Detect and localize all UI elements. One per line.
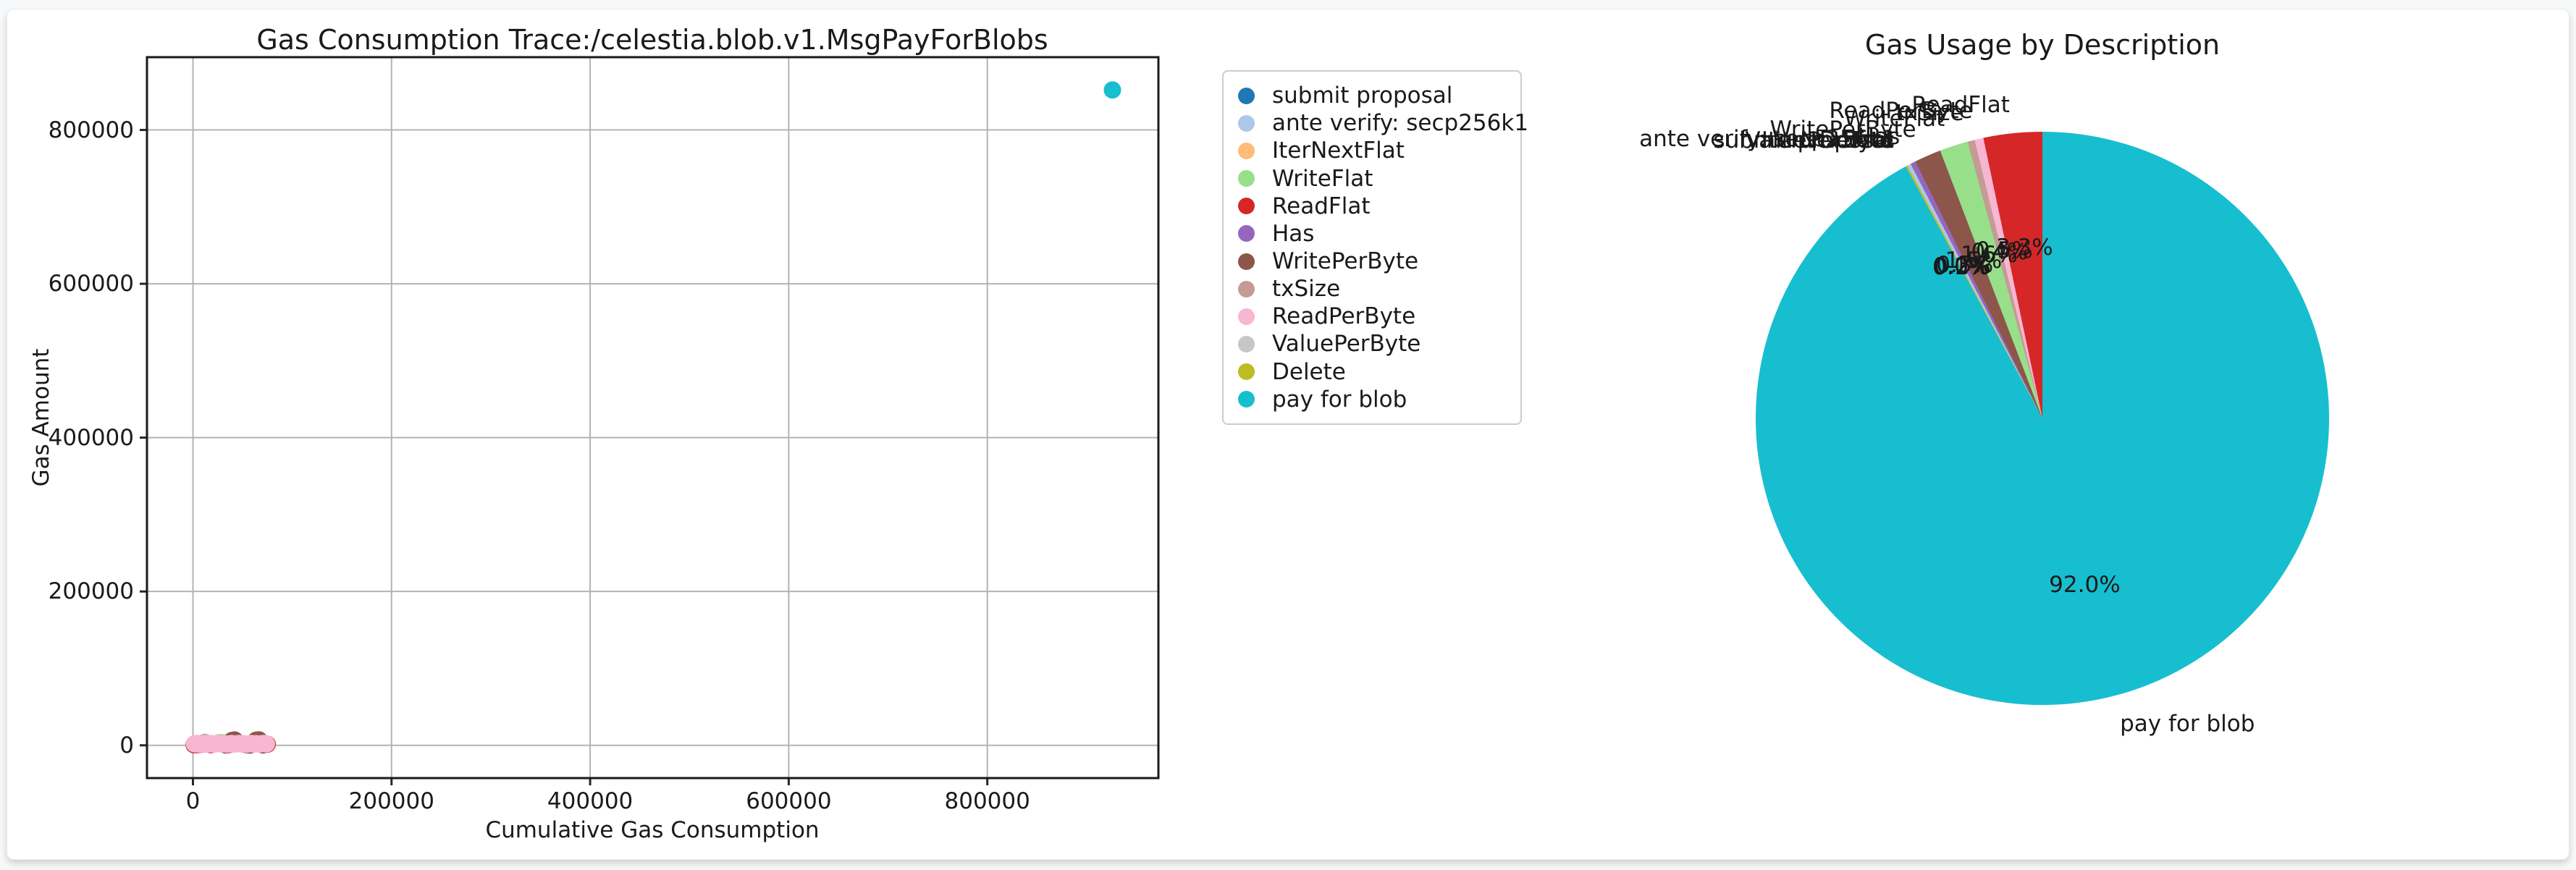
pie-slice-pct: 0.1%	[1932, 253, 1990, 280]
legend-marker-icon	[1238, 87, 1255, 104]
plot-spines	[146, 56, 1160, 780]
legend-marker-icon	[1238, 363, 1255, 381]
legend-item-label: txSize	[1272, 276, 1341, 303]
y-tick-label: 200000	[48, 578, 134, 605]
scatter-point	[258, 735, 275, 753]
legend-marker-icon	[1238, 114, 1255, 132]
pie-slice-label: IterNextFlat	[1761, 127, 1894, 153]
legend-item: txSize	[1238, 276, 1506, 302]
pie-slice-pct: 0.0%	[1932, 253, 1990, 280]
legend-marker-icon	[1238, 280, 1255, 297]
pie-slice-pct: 0.0%	[1932, 253, 1990, 280]
legend-item: WritePerByte	[1238, 248, 1506, 274]
pie-slice-pct: 0.2%	[1933, 253, 1991, 279]
legend-item-label: ReadFlat	[1272, 193, 1371, 219]
legend-item-label: ValuePerByte	[1272, 331, 1421, 358]
pie-slice-label: ante verify: secp256k1	[1639, 126, 1896, 153]
pie-title: Gas Usage by Description	[1864, 29, 2221, 61]
x-tick-label: 800000	[944, 788, 1030, 814]
pie-slice-label: submit proposal	[1713, 127, 1894, 153]
x-tick-label: 200000	[348, 788, 434, 814]
pie-slice-pct: 0.4%	[1971, 238, 2029, 265]
legend-item: submit proposal	[1238, 83, 1506, 109]
legend-item-label: submit proposal	[1272, 83, 1453, 109]
legend-item: Has	[1238, 221, 1506, 247]
pie-slice-pct: 0.3%	[1936, 252, 1994, 278]
legend-item-label: WritePerByte	[1272, 248, 1419, 275]
x-tick-label: 0	[185, 788, 201, 814]
legend-item-label: IterNextFlat	[1272, 138, 1405, 164]
pie-slice-label: Has	[1857, 124, 1901, 151]
legend-marker-icon	[1238, 253, 1255, 270]
legend-item: IterNextFlat	[1238, 138, 1506, 164]
legend-item: Delete	[1238, 359, 1506, 385]
legend-item: ReadFlat	[1238, 193, 1506, 219]
legend-item-label: ReadPerByte	[1272, 303, 1416, 330]
pie-slice-label: txSize	[1895, 100, 1964, 127]
pie-slice-pct: 0.0%	[1932, 253, 1990, 280]
pie-slice-pct: 1.5%	[1945, 248, 2003, 274]
legend-marker-icon	[1238, 142, 1255, 159]
legend-item-label: ante verify: secp256k1	[1272, 110, 1529, 137]
legend: submit proposal ante verify: secp256k1 Ite…	[1222, 70, 1528, 425]
legend-marker-icon	[1238, 335, 1255, 352]
legend-marker-icon	[1238, 198, 1255, 215]
legend-item-label: Has	[1272, 220, 1315, 247]
pie-slice-label: Delete	[1819, 127, 1893, 154]
scatter-title: Gas Consumption Trace:/celestia.blob.v1.…	[256, 24, 1048, 56]
pie-slice-label: ValuePerByte	[1745, 127, 1894, 153]
x-axis-label: Cumulative Gas Consumption	[485, 817, 820, 843]
y-tick-label: 800000	[48, 117, 134, 143]
pie-slice-pct: 1.6%	[1961, 242, 2018, 269]
legend-marker-icon	[1238, 225, 1255, 242]
legend-item: WriteFlat	[1238, 166, 1506, 192]
legend-item: pay for blob	[1238, 387, 1506, 413]
x-tick-label: 400000	[547, 788, 634, 814]
pie-slice-label: ReadFlat	[1911, 91, 2010, 118]
legend-item-label: Delete	[1272, 358, 1346, 385]
pie-slice-pct: 3.3%	[1995, 234, 2053, 261]
y-tick-label: 600000	[48, 271, 134, 297]
pie-slice-pct: 92.0%	[2049, 572, 2121, 599]
pie-slice-label: WritePerByte	[1769, 116, 1916, 143]
legend-item-label: pay for blob	[1272, 386, 1407, 413]
legend-marker-icon	[1238, 308, 1255, 325]
pie-slice-pct: 0.5%	[1975, 237, 2033, 264]
y-tick-label: 0	[119, 732, 134, 759]
y-axis-label: Gas Amount	[28, 348, 54, 487]
legend-item: ValuePerByte	[1238, 331, 1506, 357]
pie-slice-label: WriteFlat	[1843, 105, 1945, 132]
legend-marker-icon	[1238, 391, 1255, 408]
y-tick-label: 400000	[48, 424, 134, 451]
legend-item: ante verify: secp256k1	[1238, 110, 1528, 136]
pie-slice-label: ReadPerByte	[1829, 98, 1973, 124]
pie-chart	[1756, 132, 2329, 705]
legend-item: ReadPerByte	[1238, 303, 1506, 329]
scatter-point	[1103, 81, 1121, 99]
legend-item-label: WriteFlat	[1272, 165, 1373, 192]
x-tick-label: 600000	[746, 788, 832, 814]
legend-marker-icon	[1238, 170, 1255, 187]
pie-slice-label: pay for blob	[2120, 711, 2255, 738]
